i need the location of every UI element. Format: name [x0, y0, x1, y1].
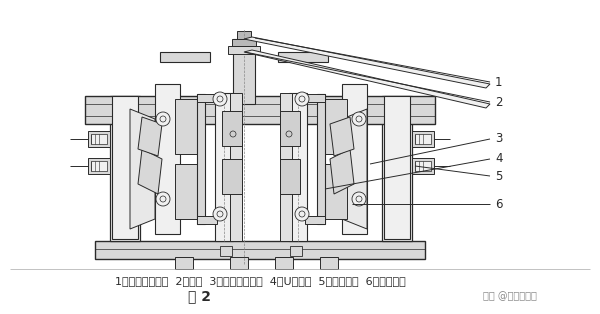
- Bar: [320, 257, 338, 269]
- Bar: [289, 93, 307, 241]
- Circle shape: [226, 127, 240, 141]
- Bar: [382, 96, 412, 241]
- Bar: [384, 96, 410, 239]
- Circle shape: [213, 92, 227, 106]
- Bar: [230, 257, 248, 269]
- Bar: [278, 52, 328, 62]
- Bar: [175, 257, 193, 269]
- Bar: [175, 99, 197, 154]
- Polygon shape: [244, 50, 490, 108]
- Circle shape: [282, 127, 296, 141]
- Bar: [415, 134, 431, 144]
- Bar: [85, 96, 435, 124]
- Bar: [88, 158, 110, 174]
- Bar: [280, 159, 300, 194]
- Bar: [88, 131, 110, 147]
- Bar: [110, 96, 140, 241]
- Circle shape: [295, 207, 309, 221]
- Bar: [220, 246, 232, 256]
- Bar: [415, 161, 431, 171]
- Bar: [325, 164, 347, 219]
- Bar: [155, 84, 180, 234]
- Text: 2: 2: [495, 95, 503, 109]
- Bar: [412, 158, 434, 174]
- Bar: [91, 134, 107, 144]
- Polygon shape: [138, 117, 162, 156]
- Bar: [91, 161, 107, 171]
- Bar: [160, 52, 210, 62]
- Bar: [317, 94, 325, 224]
- Bar: [280, 93, 292, 241]
- Text: 4: 4: [495, 153, 503, 165]
- Bar: [197, 94, 217, 102]
- Bar: [197, 216, 217, 224]
- Bar: [228, 46, 260, 54]
- Text: 5: 5: [495, 170, 502, 182]
- Bar: [305, 216, 325, 224]
- Text: 知乎 @电梯招聘网: 知乎 @电梯招聘网: [483, 291, 537, 301]
- Bar: [112, 96, 138, 239]
- Bar: [342, 84, 367, 234]
- Bar: [280, 111, 300, 146]
- Text: 图 2: 图 2: [188, 289, 212, 303]
- Bar: [95, 241, 425, 259]
- Circle shape: [156, 192, 170, 206]
- Polygon shape: [330, 149, 354, 194]
- Bar: [233, 39, 255, 104]
- Bar: [175, 164, 197, 219]
- Circle shape: [156, 112, 170, 126]
- Bar: [215, 93, 233, 241]
- Text: 1、提拉连接组件  2、壳体  3、导向滑板组件  4、U型板簧  5、调整螺栓  6、活动模块: 1、提拉连接组件 2、壳体 3、导向滑板组件 4、U型板簧 5、调整螺栓 6、活…: [115, 276, 406, 286]
- Circle shape: [213, 207, 227, 221]
- Polygon shape: [330, 117, 354, 156]
- Bar: [230, 93, 242, 241]
- Bar: [222, 111, 242, 146]
- Text: 1: 1: [495, 75, 503, 89]
- Polygon shape: [130, 109, 155, 229]
- Text: 3: 3: [495, 133, 502, 145]
- Polygon shape: [244, 37, 490, 88]
- Circle shape: [295, 92, 309, 106]
- Bar: [222, 159, 242, 194]
- Circle shape: [352, 112, 366, 126]
- Bar: [275, 257, 293, 269]
- Bar: [237, 31, 251, 39]
- Circle shape: [352, 192, 366, 206]
- Bar: [305, 94, 325, 102]
- Bar: [325, 99, 347, 154]
- Bar: [232, 39, 256, 46]
- Polygon shape: [138, 149, 162, 194]
- Bar: [412, 131, 434, 147]
- Bar: [197, 94, 205, 224]
- Text: 6: 6: [495, 198, 503, 210]
- Polygon shape: [342, 109, 367, 229]
- Bar: [290, 246, 302, 256]
